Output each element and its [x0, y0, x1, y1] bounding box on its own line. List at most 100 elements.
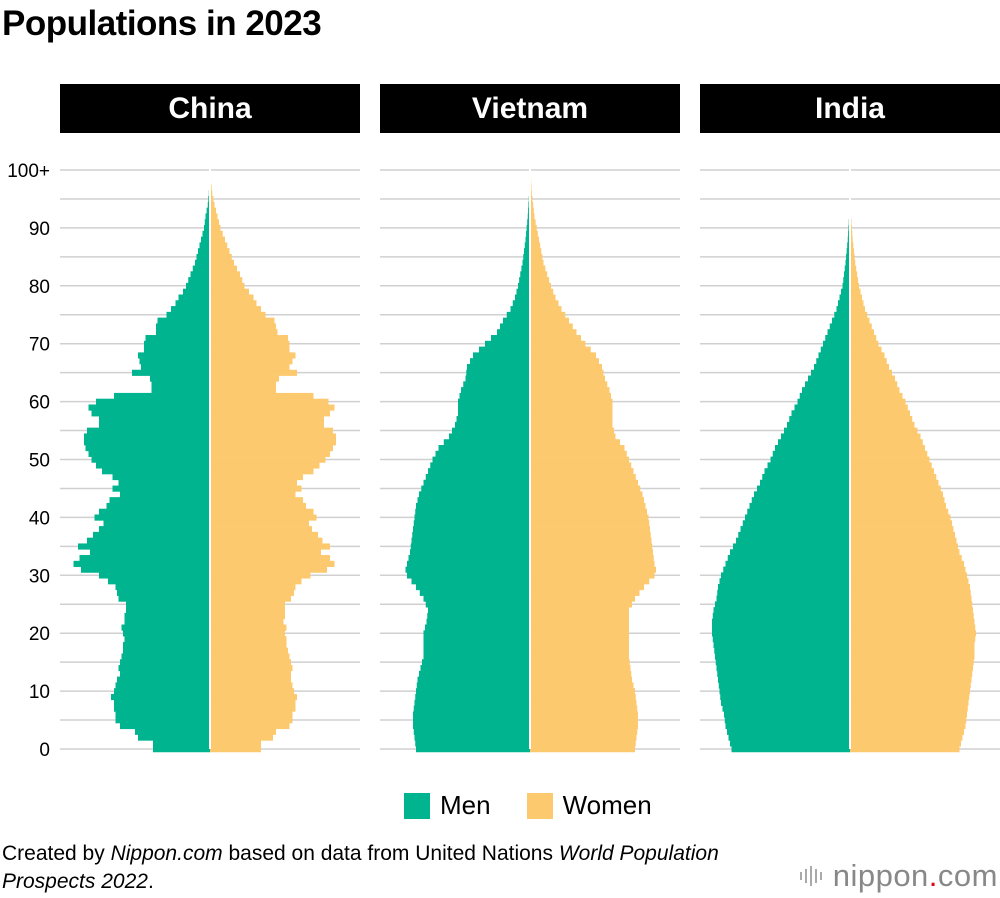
- bar-men: [845, 259, 850, 266]
- bar-women: [850, 404, 908, 411]
- bar-men: [847, 236, 850, 243]
- bar-men: [715, 659, 850, 666]
- bar-men: [114, 705, 210, 712]
- bar-men: [846, 253, 850, 261]
- bar-men: [718, 676, 850, 683]
- bar-men: [417, 497, 530, 504]
- bar-men: [91, 456, 210, 463]
- bar-men: [117, 676, 210, 683]
- bar-men: [183, 288, 210, 295]
- bar-men: [411, 537, 530, 544]
- bar-women: [530, 248, 542, 255]
- bar-men: [522, 259, 530, 266]
- bar-men: [787, 421, 850, 429]
- bar-men: [151, 381, 210, 388]
- bar-men: [749, 502, 850, 510]
- bar-women: [530, 398, 613, 405]
- bar-women: [210, 740, 261, 747]
- bar-men: [781, 433, 850, 440]
- bar-women: [850, 462, 932, 469]
- bar-women: [530, 352, 596, 359]
- bar-men: [188, 277, 210, 284]
- bar-women: [530, 416, 613, 423]
- bar-men: [799, 392, 850, 400]
- bar-women: [850, 583, 970, 591]
- bar-men: [715, 601, 850, 608]
- bar-men: [414, 734, 530, 741]
- bar-men: [205, 213, 210, 220]
- bar-men: [99, 572, 210, 579]
- bar-men: [121, 624, 210, 631]
- bar-women: [210, 688, 294, 695]
- bar-women: [210, 225, 221, 232]
- bar-men: [87, 537, 210, 544]
- bar-men: [79, 555, 210, 562]
- bar-women: [210, 526, 312, 533]
- bar-women: [210, 531, 318, 539]
- bar-men: [207, 201, 210, 208]
- bar-women: [210, 693, 297, 701]
- bar-women: [210, 300, 257, 307]
- bar-women: [210, 294, 254, 301]
- source-publication: World Population Prospects 2022: [2, 842, 719, 893]
- bar-women: [530, 311, 566, 318]
- bar-women: [210, 705, 296, 712]
- bar-women: [850, 746, 960, 753]
- bar-women: [530, 624, 629, 631]
- bar-women: [530, 340, 586, 347]
- bar-men: [717, 589, 850, 596]
- bar-women: [850, 508, 949, 515]
- legend-label-women: Women: [562, 790, 652, 820]
- bar-men: [195, 259, 210, 266]
- bar-women: [210, 589, 294, 596]
- bar-men: [114, 699, 210, 706]
- bar-men: [714, 647, 850, 654]
- bar-men: [842, 282, 850, 290]
- bar-men: [118, 479, 210, 486]
- bar-women: [850, 265, 857, 272]
- bar-men: [449, 433, 530, 440]
- bar-men: [103, 520, 210, 527]
- bar-men: [413, 722, 530, 730]
- y-tick-label: 0: [39, 740, 50, 761]
- bar-men: [415, 693, 530, 701]
- bar-men: [94, 514, 210, 521]
- bar-women: [210, 358, 293, 365]
- bar-women: [850, 612, 974, 620]
- bar-women: [210, 219, 219, 226]
- bar-women: [530, 433, 616, 440]
- bar-men: [106, 502, 210, 510]
- bar-men: [497, 329, 530, 336]
- bar-women: [850, 369, 892, 376]
- bar-men: [405, 566, 530, 573]
- bar-men: [423, 630, 530, 637]
- bar-men: [760, 479, 850, 486]
- bar-women: [210, 311, 266, 318]
- bar-men: [465, 375, 530, 382]
- bar-men: [166, 311, 210, 318]
- bar-men: [138, 352, 210, 359]
- bar-men: [144, 346, 210, 353]
- bar-women: [530, 439, 620, 446]
- bar-men: [724, 711, 850, 718]
- bar-women: [210, 213, 218, 220]
- bar-men: [151, 387, 210, 394]
- bar-men: [463, 381, 530, 388]
- bar-women: [210, 555, 330, 562]
- bar-men: [520, 271, 530, 278]
- bar-women: [850, 728, 964, 735]
- bar-women: [850, 398, 906, 405]
- bar-men: [459, 392, 530, 400]
- bar-men: [757, 485, 850, 492]
- bar-men: [523, 253, 530, 261]
- bar-men: [730, 740, 850, 747]
- bar-men: [120, 670, 210, 677]
- bar-women: [530, 555, 654, 562]
- bar-men: [171, 306, 210, 313]
- bar-women: [210, 514, 317, 521]
- bar-women: [530, 468, 634, 475]
- bar-women: [530, 589, 640, 596]
- bar-women: [530, 375, 605, 382]
- bar-women: [210, 653, 290, 660]
- source-site: Nippon.com: [110, 842, 223, 865]
